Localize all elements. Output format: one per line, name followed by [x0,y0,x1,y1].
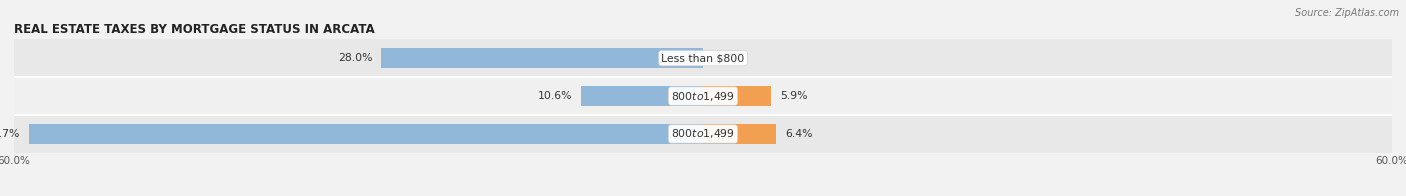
Text: 5.9%: 5.9% [780,91,807,101]
Text: Less than $800: Less than $800 [661,53,745,63]
Bar [703,86,770,106]
Text: 6.4%: 6.4% [786,129,813,139]
Text: REAL ESTATE TAXES BY MORTGAGE STATUS IN ARCATA: REAL ESTATE TAXES BY MORTGAGE STATUS IN … [14,23,375,36]
Bar [14,115,1392,153]
Bar [703,124,776,144]
Bar [30,124,703,144]
Text: 58.7%: 58.7% [0,129,20,139]
Text: 28.0%: 28.0% [337,53,373,63]
Bar [581,86,703,106]
Bar [14,77,1392,115]
Text: $800 to $1,499: $800 to $1,499 [671,127,735,140]
Bar [14,39,1392,77]
Text: $800 to $1,499: $800 to $1,499 [671,90,735,103]
Text: Source: ZipAtlas.com: Source: ZipAtlas.com [1295,8,1399,18]
Text: 10.6%: 10.6% [537,91,572,101]
Bar [381,48,703,68]
Text: 0.0%: 0.0% [713,53,740,63]
